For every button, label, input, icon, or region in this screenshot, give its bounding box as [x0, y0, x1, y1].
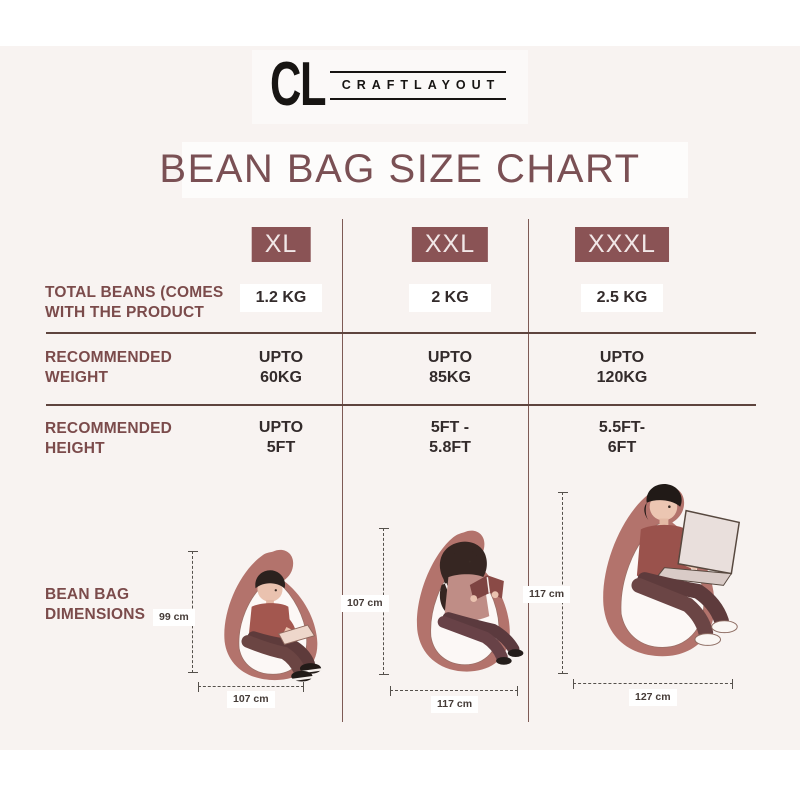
column-divider: [528, 219, 529, 722]
person-man-figure: [631, 484, 741, 646]
size-badge-xl: XL: [251, 227, 311, 262]
xxxl-width-dimension-label: 127 cm: [629, 689, 677, 706]
height-value-xxl: 5FT -5.8FT: [429, 419, 471, 456]
beanbag-xxl-illustration: [416, 530, 524, 672]
weight-value-xxl: UPTO 85KG: [427, 349, 473, 386]
beanbag-xl-illustration: [224, 549, 323, 682]
brand-wordmark: CRAFTLAYOUT: [330, 71, 506, 100]
sneakers: [290, 663, 323, 682]
laptop-icon: [655, 509, 741, 586]
beans-value-xxxl: 2.5 KG: [581, 284, 663, 312]
row-divider: [46, 404, 756, 406]
xxxl-height-dimension-line: [558, 492, 568, 674]
beans-value-xl: 1.2 KG: [240, 284, 322, 312]
row-label-recommended-height: RECOMMENDED HEIGHT: [45, 420, 173, 457]
logo-band: [252, 50, 528, 124]
title-band: [182, 142, 688, 198]
xxl-width-dimension-label: 117 cm: [431, 696, 479, 713]
weight-value-xxxl: UPTO 120KG: [596, 349, 648, 386]
xxl-height-dimension-label: 107 cm: [341, 595, 389, 612]
row-label-total-beans: TOTAL BEANS (COMES WITH THE PRODUCT: [45, 284, 224, 321]
brand-monogram: CL: [270, 50, 326, 119]
size-badge-xxxl: XXXL: [575, 227, 669, 262]
row-label-bean-bag-dimensions: BEAN BAG DIMENSIONS: [45, 586, 146, 623]
person-woman-figure: [437, 541, 524, 665]
open-book-icon: [469, 575, 504, 601]
size-badge-xxl: XXL: [411, 227, 489, 262]
xl-width-dimension-line: [198, 682, 304, 692]
xxxl-height-dimension-label: 117 cm: [523, 586, 571, 603]
white-sneakers: [694, 620, 738, 646]
person-boy-figure: [241, 570, 323, 682]
tablet-icon: [277, 624, 316, 645]
row-divider: [46, 332, 756, 334]
beanbag-xxxl-illustration: [603, 484, 741, 657]
column-divider: [342, 219, 343, 722]
page-title: BEAN BAG SIZE CHART: [159, 147, 641, 191]
xl-height-dimension-label: 99 cm: [153, 609, 195, 626]
flat-shoes: [496, 649, 524, 665]
xxxl-width-dimension-line: [573, 679, 733, 689]
xxl-width-dimension-line: [390, 686, 518, 696]
row-label-recommended-weight: RECOMMENDED WEIGHT: [45, 349, 173, 386]
height-value-xxxl: 5.5FT- 6FT: [598, 419, 646, 456]
xl-width-dimension-label: 107 cm: [227, 691, 275, 708]
beans-value-xxl: 2 KG: [409, 284, 491, 312]
height-value-xl: UPTO 5FT: [258, 419, 304, 456]
weight-value-xl: UPTO 60KG: [258, 349, 304, 386]
